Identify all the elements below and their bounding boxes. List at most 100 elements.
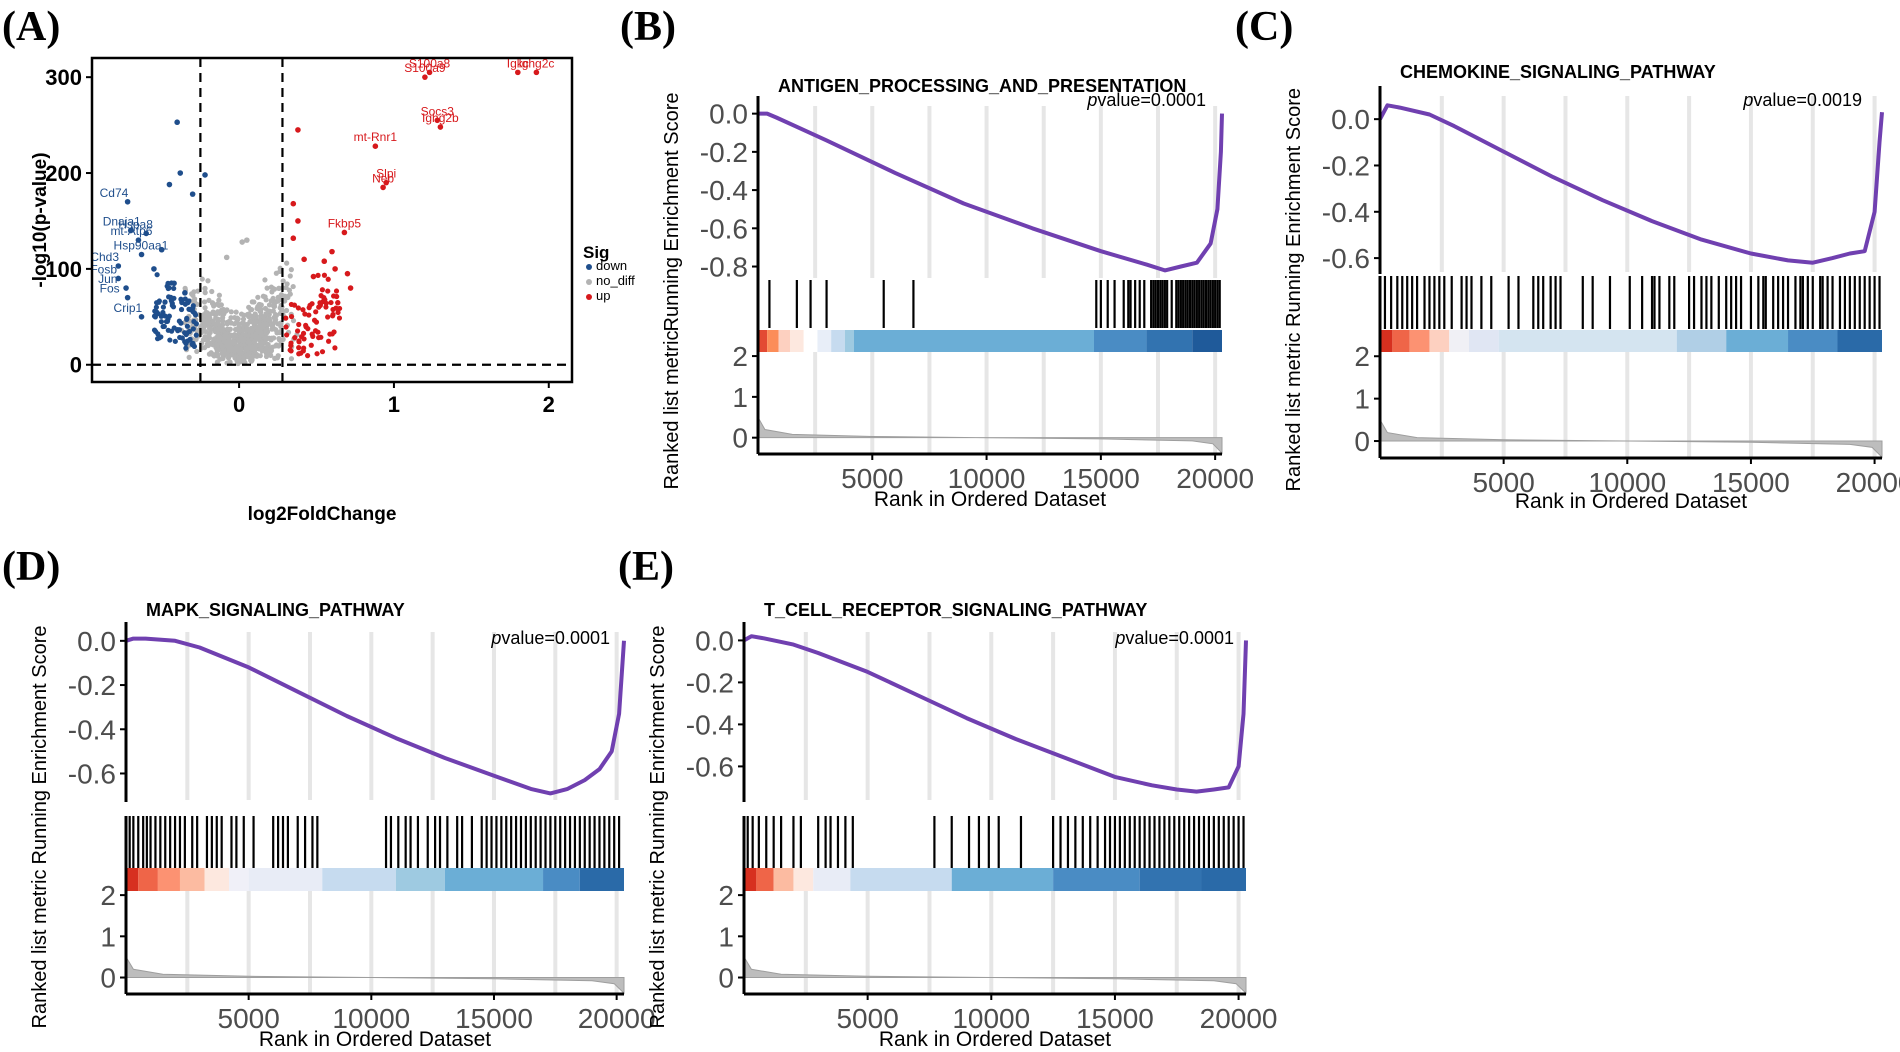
volcano-point-label: Hspa8: [118, 217, 153, 231]
volcano-point-up: [333, 288, 340, 294]
volcano-point-up: [422, 74, 428, 80]
volcano-point-down: [163, 318, 170, 325]
volcano-point-up: [288, 340, 294, 346]
gsea-ylabel-bottom: Ranked list metric: [647, 870, 669, 1029]
gsea-title: MAPK_SIGNALING_PATHWAY: [146, 600, 405, 620]
gsea-color-segment: [126, 868, 139, 891]
gsea-es-ytick-label: -0.4: [68, 714, 116, 745]
gsea-color-segment: [778, 330, 790, 352]
volcano-point-nodiff: [269, 323, 276, 329]
volcano-point-up: [310, 333, 316, 340]
volcano-point-up: [383, 179, 389, 186]
gsea-xtick-label: 15000: [455, 1003, 533, 1034]
gsea-es-ytick-label: 0.0: [709, 99, 748, 130]
gsea-color-segment: [1498, 330, 1677, 352]
volcano-point-up: [329, 331, 335, 337]
gsea-es-ytick-label: 0.0: [695, 625, 734, 656]
gsea-es-ytick-label: 0.0: [77, 626, 116, 657]
volcano-point-nodiff: [280, 336, 286, 342]
volcano-point-nodiff: [244, 354, 251, 360]
panel-label-a: (A): [2, 4, 60, 50]
volcano-point-nodiff: [252, 311, 258, 317]
volcano-point-nodiff: [233, 344, 239, 350]
volcano-xtick-label: 1: [388, 392, 400, 417]
volcano-point-down: [160, 323, 166, 330]
volcano-point-nodiff: [239, 320, 246, 326]
gsea-metric-ytick-label: 0: [732, 423, 748, 454]
volcano-point-down: [138, 251, 145, 258]
volcano-point-up: [347, 285, 354, 291]
volcano-point-nodiff: [209, 288, 215, 295]
gsea-metric-ytick-label: 0: [100, 963, 116, 994]
volcano-point-nodiff: [249, 299, 255, 305]
gsea-color-segment: [1380, 330, 1393, 352]
volcano-point-down: [153, 304, 159, 310]
gsea-ylabel-top: Running Enrichment Score: [661, 92, 683, 331]
volcano-point-nodiff: [195, 288, 201, 294]
volcano-point-up: [325, 338, 332, 344]
volcano-point-label: Ighg2c: [518, 56, 554, 70]
gsea-color-segment: [229, 868, 249, 891]
volcano-point-down: [165, 285, 171, 292]
volcano-point-nodiff: [247, 319, 253, 325]
gsea-color-segment: [850, 868, 952, 891]
volcano-point-nodiff: [263, 321, 270, 327]
panel-label-d: (D): [2, 544, 60, 590]
volcano-point-up: [515, 69, 521, 76]
gsea-color-segment: [813, 868, 851, 891]
gsea-pvalue: pvalue=0.0019: [1742, 90, 1862, 110]
gsea-color-segment: [758, 330, 768, 352]
gsea-pvalue: pvalue=0.0001: [1114, 628, 1234, 648]
volcano-point-up: [310, 273, 317, 280]
volcano-point-up: [300, 330, 307, 336]
volcano-point-down: [190, 303, 196, 309]
gsea-pvalue: pvalue=0.0001: [1086, 90, 1206, 110]
volcano-point-nodiff: [214, 359, 220, 365]
gsea-xtick-label: 5000: [841, 463, 903, 494]
volcano-point-down: [184, 323, 190, 329]
volcano-point-down: [160, 309, 166, 316]
gsea-color-segment: [1094, 330, 1147, 352]
gsea-xtick-label: 10000: [1588, 467, 1666, 498]
volcano-point-down: [182, 339, 188, 345]
volcano-point-nodiff: [287, 273, 293, 279]
gsea-color-segment: [756, 868, 774, 891]
volcano-point-nodiff: [258, 341, 264, 348]
gsea-xtick-label: 10000: [952, 1003, 1030, 1034]
gsea-xlabel: Rank in Ordered Dataset: [879, 1028, 1111, 1051]
volcano-point-label: mt-Atp6: [110, 224, 152, 238]
gsea-metric-ytick-label: 1: [1354, 384, 1370, 415]
volcano-point-up: [284, 332, 290, 338]
volcano-point-nodiff: [205, 342, 211, 349]
volcano-point-down: [160, 304, 166, 310]
volcano-point-up: [288, 313, 295, 320]
volcano-point-nodiff: [254, 324, 260, 330]
volcano-legend-swatch: [586, 294, 592, 300]
volcano-legend-swatch: [586, 279, 592, 285]
gsea-ylabel-bottom: Ranked list metric: [661, 331, 683, 490]
gsea-pvalue-value: value=0.0001: [1097, 90, 1206, 110]
volcano-point-nodiff: [216, 302, 222, 308]
gsea-charts: ANTIGEN_PROCESSING_AND_PRESENTATIONpvalu…: [29, 62, 1900, 1051]
volcano-point-nodiff: [267, 318, 273, 324]
gsea-metric-ytick-label: 2: [1354, 341, 1370, 372]
volcano-point-nodiff: [238, 346, 244, 352]
gsea-pvalue-value: value=0.0001: [1125, 628, 1234, 648]
gsea-pvalue-symbol: p: [1114, 628, 1125, 648]
volcano-xtick-label: 2: [543, 392, 555, 417]
volcano-point-label: mt-Rnr1: [354, 130, 398, 144]
volcano-point-down: [156, 335, 162, 341]
volcano-point-down: [135, 237, 142, 243]
volcano-point-up: [323, 304, 329, 310]
volcano-point-nodiff: [202, 305, 208, 311]
gsea-xtick-label: 5000: [1472, 467, 1534, 498]
gsea-panel-b: ANTIGEN_PROCESSING_AND_PRESENTATIONpvalu…: [661, 76, 1254, 511]
volcano-point-nodiff: [235, 316, 241, 322]
volcano-point-nodiff: [288, 356, 295, 362]
volcano-point-up: [292, 335, 298, 341]
gsea-panel-d: MAPK_SIGNALING_PATHWAYpvalue=0.00010.0-0…: [29, 600, 656, 1051]
volcano-point-label: Fosb: [90, 262, 117, 276]
volcano-point-down: [143, 230, 149, 237]
volcano-point-nodiff: [250, 315, 256, 321]
volcano-point-nodiff: [213, 322, 219, 328]
